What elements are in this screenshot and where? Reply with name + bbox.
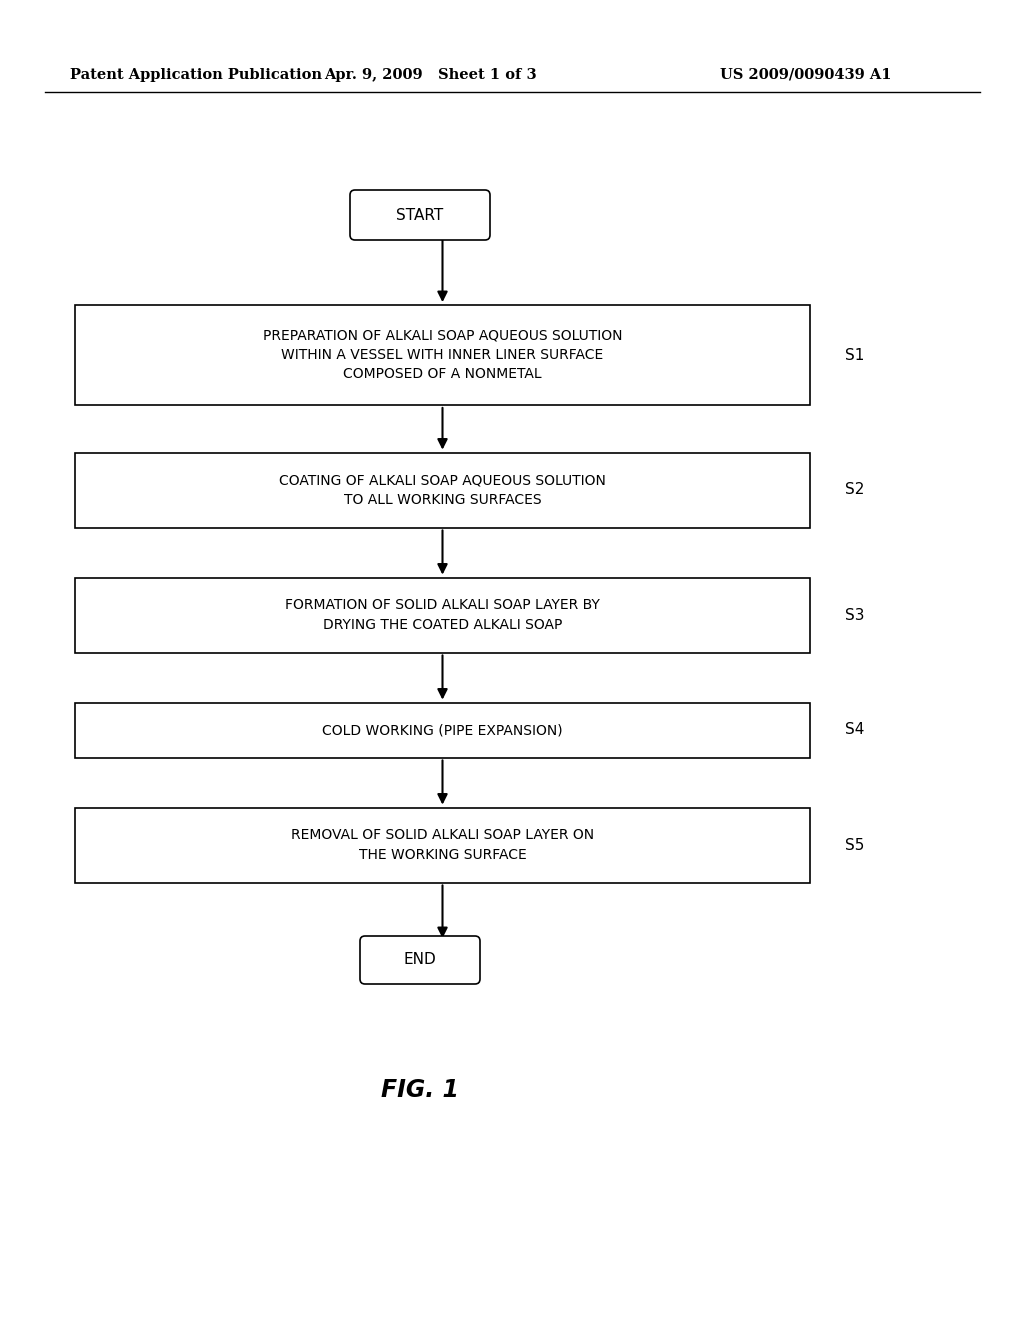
Text: END: END	[403, 953, 436, 968]
FancyBboxPatch shape	[360, 936, 480, 983]
Text: S5: S5	[845, 837, 864, 853]
Text: FORMATION OF SOLID ALKALI SOAP LAYER BY
DRYING THE COATED ALKALI SOAP: FORMATION OF SOLID ALKALI SOAP LAYER BY …	[285, 598, 600, 632]
FancyBboxPatch shape	[75, 305, 810, 405]
FancyBboxPatch shape	[75, 808, 810, 883]
Text: Apr. 9, 2009   Sheet 1 of 3: Apr. 9, 2009 Sheet 1 of 3	[324, 69, 537, 82]
FancyBboxPatch shape	[75, 453, 810, 528]
Text: Patent Application Publication: Patent Application Publication	[70, 69, 322, 82]
Text: REMOVAL OF SOLID ALKALI SOAP LAYER ON
THE WORKING SURFACE: REMOVAL OF SOLID ALKALI SOAP LAYER ON TH…	[291, 828, 594, 862]
Text: START: START	[396, 207, 443, 223]
Text: S1: S1	[845, 347, 864, 363]
Text: US 2009/0090439 A1: US 2009/0090439 A1	[720, 69, 892, 82]
Text: COATING OF ALKALI SOAP AQUEOUS SOLUTION
TO ALL WORKING SURFACES: COATING OF ALKALI SOAP AQUEOUS SOLUTION …	[280, 474, 606, 507]
Text: COLD WORKING (PIPE EXPANSION): COLD WORKING (PIPE EXPANSION)	[323, 723, 563, 737]
FancyBboxPatch shape	[75, 702, 810, 758]
Text: PREPARATION OF ALKALI SOAP AQUEOUS SOLUTION
WITHIN A VESSEL WITH INNER LINER SUR: PREPARATION OF ALKALI SOAP AQUEOUS SOLUT…	[263, 329, 623, 381]
Text: S2: S2	[845, 483, 864, 498]
Text: S4: S4	[845, 722, 864, 738]
Text: S3: S3	[845, 607, 864, 623]
Text: FIG. 1: FIG. 1	[381, 1078, 459, 1102]
FancyBboxPatch shape	[350, 190, 490, 240]
FancyBboxPatch shape	[75, 578, 810, 652]
